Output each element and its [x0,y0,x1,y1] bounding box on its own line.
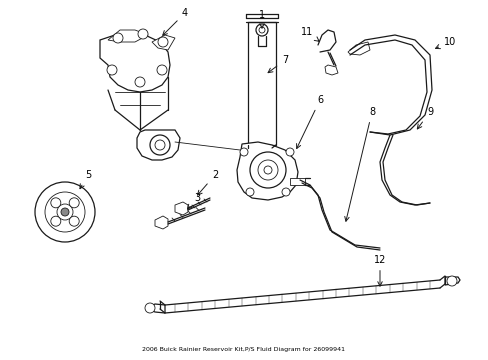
Circle shape [446,276,456,286]
Circle shape [240,148,247,156]
Circle shape [69,198,79,208]
Polygon shape [289,178,305,185]
Text: 1: 1 [259,10,264,28]
Circle shape [249,152,285,188]
Polygon shape [152,35,175,50]
Text: 2: 2 [197,170,218,195]
Circle shape [107,65,117,75]
Circle shape [259,27,264,33]
Polygon shape [148,304,164,313]
Circle shape [157,65,167,75]
Text: 5: 5 [80,170,91,189]
Text: 8: 8 [344,107,374,221]
Circle shape [113,33,123,43]
Text: 7: 7 [267,55,287,73]
Text: 2006 Buick Rainier Reservoir Kit,P/S Fluid Diagram for 26099941: 2006 Buick Rainier Reservoir Kit,P/S Flu… [142,347,345,352]
Polygon shape [155,216,168,229]
Circle shape [245,188,253,196]
Text: 12: 12 [373,255,386,286]
Polygon shape [108,30,148,42]
Circle shape [51,198,61,208]
Text: 9: 9 [416,107,432,129]
Text: 3: 3 [187,193,200,209]
Text: 4: 4 [163,8,188,35]
Circle shape [45,192,85,232]
Circle shape [138,29,148,39]
Polygon shape [137,130,180,160]
Circle shape [282,188,289,196]
Circle shape [51,216,61,226]
Circle shape [285,148,293,156]
Polygon shape [247,22,275,145]
Polygon shape [237,142,297,200]
Polygon shape [444,277,459,285]
Text: 6: 6 [296,95,323,149]
Circle shape [135,77,145,87]
Circle shape [256,24,267,36]
Circle shape [158,37,168,47]
Circle shape [145,303,155,313]
Circle shape [69,216,79,226]
Text: 11: 11 [300,27,319,41]
Circle shape [150,135,170,155]
Circle shape [155,140,164,150]
Polygon shape [175,202,187,215]
Circle shape [61,208,69,216]
Text: 10: 10 [435,37,455,49]
Circle shape [264,166,271,174]
Circle shape [57,204,73,220]
Polygon shape [100,32,170,92]
Circle shape [35,182,95,242]
Polygon shape [347,42,369,55]
Circle shape [258,160,278,180]
Polygon shape [325,65,337,75]
